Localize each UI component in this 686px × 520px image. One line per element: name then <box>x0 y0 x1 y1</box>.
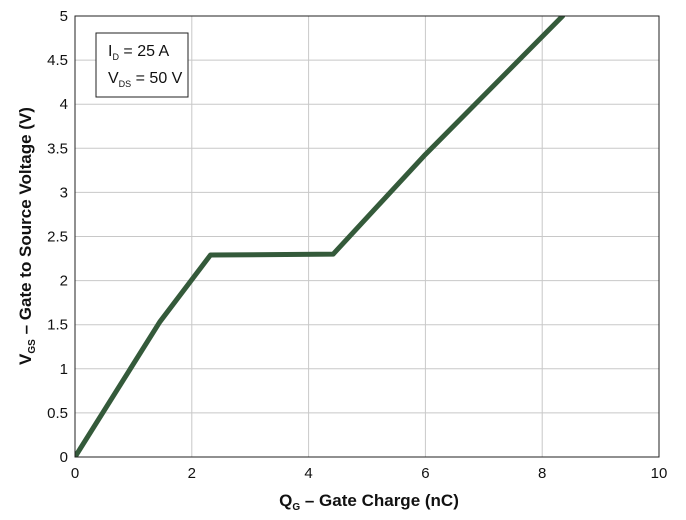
annotation-id-subscript: D <box>112 52 119 62</box>
y-tick-label: 2 <box>60 273 68 290</box>
y-tick-label: 3.5 <box>47 140 68 157</box>
y-axis-tick-labels: 0 0.5 1 1.5 2 2.5 3 3.5 4 4.5 5 <box>47 8 68 466</box>
x-tick-label: 6 <box>421 465 429 482</box>
x-axis-title-symbol: Q <box>279 491 292 510</box>
x-tick-label: 10 <box>651 465 668 482</box>
y-tick-label: 3 <box>60 184 68 201</box>
series-line <box>75 16 566 457</box>
annotation-id-symbol: I <box>108 43 112 60</box>
y-tick-label: 1.5 <box>47 317 68 334</box>
annotation-frame <box>95 32 189 98</box>
y-axis-title-symbol: V <box>16 353 35 365</box>
plot-frame <box>74 15 660 458</box>
annotation-id-value: = 25 A <box>119 43 170 60</box>
x-tick-label: 4 <box>304 465 312 482</box>
x-axis-tick-labels: 0 2 4 6 8 10 <box>71 465 668 482</box>
y-axis-title-subscript: GS <box>27 339 38 354</box>
annotation-vds-value: = 50 V <box>131 70 182 87</box>
y-tick-label: 0.5 <box>47 405 68 422</box>
y-tick-label: 0 <box>60 449 68 466</box>
annotation-vds-subscript: DS <box>119 79 132 89</box>
y-tick-label: 5 <box>60 8 68 25</box>
plot-series <box>75 16 566 457</box>
annotation-box: ID = 25 A VDS = 50 V <box>95 32 189 98</box>
y-axis-title-rest: – Gate to Source Voltage (V) <box>16 107 35 339</box>
x-axis-title-subscript: G <box>292 502 300 513</box>
x-tick-label: 0 <box>71 465 79 482</box>
y-tick-label: 2.5 <box>47 229 68 246</box>
y-tick-label: 1 <box>60 361 68 378</box>
annotation-line-id: ID = 25 A <box>108 43 170 62</box>
x-tick-label: 2 <box>188 465 196 482</box>
x-tick-label: 8 <box>538 465 546 482</box>
x-axis-title: QG – Gate Charge (nC) <box>279 491 459 513</box>
y-tick-label: 4.5 <box>47 52 68 69</box>
y-axis-title: VGS – Gate to Source Voltage (V) <box>16 107 38 365</box>
annotation-vds-symbol: V <box>108 70 119 87</box>
x-axis-title-rest: – Gate Charge (nC) <box>300 491 459 510</box>
annotation-line-vds: VDS = 50 V <box>108 70 183 89</box>
y-tick-label: 4 <box>60 96 68 113</box>
